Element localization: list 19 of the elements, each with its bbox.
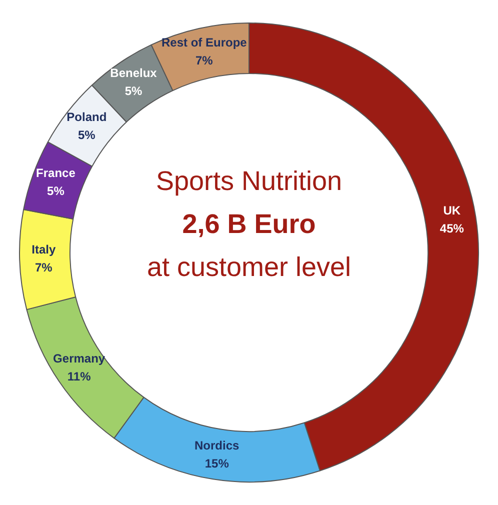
- slice-label: UK: [443, 204, 461, 218]
- slice-label: Poland: [66, 110, 107, 124]
- slice-label: Rest of Europe: [162, 35, 248, 50]
- slice-label: Benelux: [110, 66, 158, 80]
- text: 2,6 B Euro: [182, 209, 316, 239]
- text: Sports Nutrition: [156, 166, 342, 196]
- data-label: 7%: [196, 53, 214, 68]
- data-label: 15%: [204, 456, 230, 471]
- slice-label: Germany: [53, 351, 106, 366]
- data-label: 7%: [34, 260, 53, 274]
- data-label: 45%: [440, 222, 464, 236]
- slice-label: Nordics: [194, 438, 240, 453]
- slice-label: Italy: [32, 242, 56, 256]
- data-label: 11%: [67, 369, 92, 384]
- data-label: 5%: [124, 84, 143, 98]
- data-label: 5%: [78, 128, 96, 142]
- text: at customer level: [146, 252, 352, 282]
- slice-label: France: [36, 166, 76, 180]
- data-label: 5%: [47, 184, 65, 198]
